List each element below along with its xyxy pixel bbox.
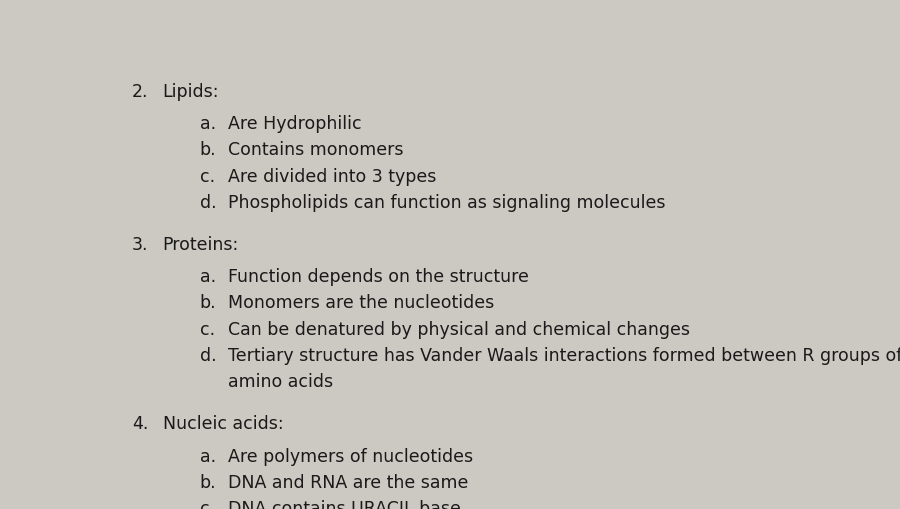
Text: Can be denatured by physical and chemical changes: Can be denatured by physical and chemica…: [228, 320, 689, 338]
Text: Proteins:: Proteins:: [163, 236, 239, 253]
Text: c.: c.: [200, 320, 215, 338]
Text: 4.: 4.: [132, 415, 148, 433]
Text: c.: c.: [200, 499, 215, 509]
Text: Monomers are the nucleotides: Monomers are the nucleotides: [228, 294, 494, 312]
Text: 3.: 3.: [132, 236, 148, 253]
Text: c.: c.: [200, 167, 215, 185]
Text: a.: a.: [200, 268, 216, 286]
Text: Are polymers of nucleotides: Are polymers of nucleotides: [228, 447, 472, 465]
Text: 2.: 2.: [132, 82, 148, 101]
Text: amino acids: amino acids: [228, 373, 333, 390]
Text: b.: b.: [200, 473, 216, 491]
Text: Contains monomers: Contains monomers: [228, 141, 403, 159]
Text: d.: d.: [200, 347, 216, 364]
Text: d.: d.: [200, 193, 216, 212]
Text: Are Hydrophilic: Are Hydrophilic: [228, 115, 361, 133]
Text: Function depends on the structure: Function depends on the structure: [228, 268, 528, 286]
Text: DNA and RNA are the same: DNA and RNA are the same: [228, 473, 468, 491]
Text: Are divided into 3 types: Are divided into 3 types: [228, 167, 436, 185]
Text: a.: a.: [200, 447, 216, 465]
Text: Lipids:: Lipids:: [163, 82, 220, 101]
Text: Phospholipids can function as signaling molecules: Phospholipids can function as signaling …: [228, 193, 665, 212]
Text: Tertiary structure has Vander Waals interactions formed between R groups of: Tertiary structure has Vander Waals inte…: [228, 347, 900, 364]
Text: b.: b.: [200, 141, 216, 159]
Text: Nucleic acids:: Nucleic acids:: [163, 415, 284, 433]
Text: b.: b.: [200, 294, 216, 312]
Text: DNA contains URACIL base: DNA contains URACIL base: [228, 499, 461, 509]
Text: a.: a.: [200, 115, 216, 133]
